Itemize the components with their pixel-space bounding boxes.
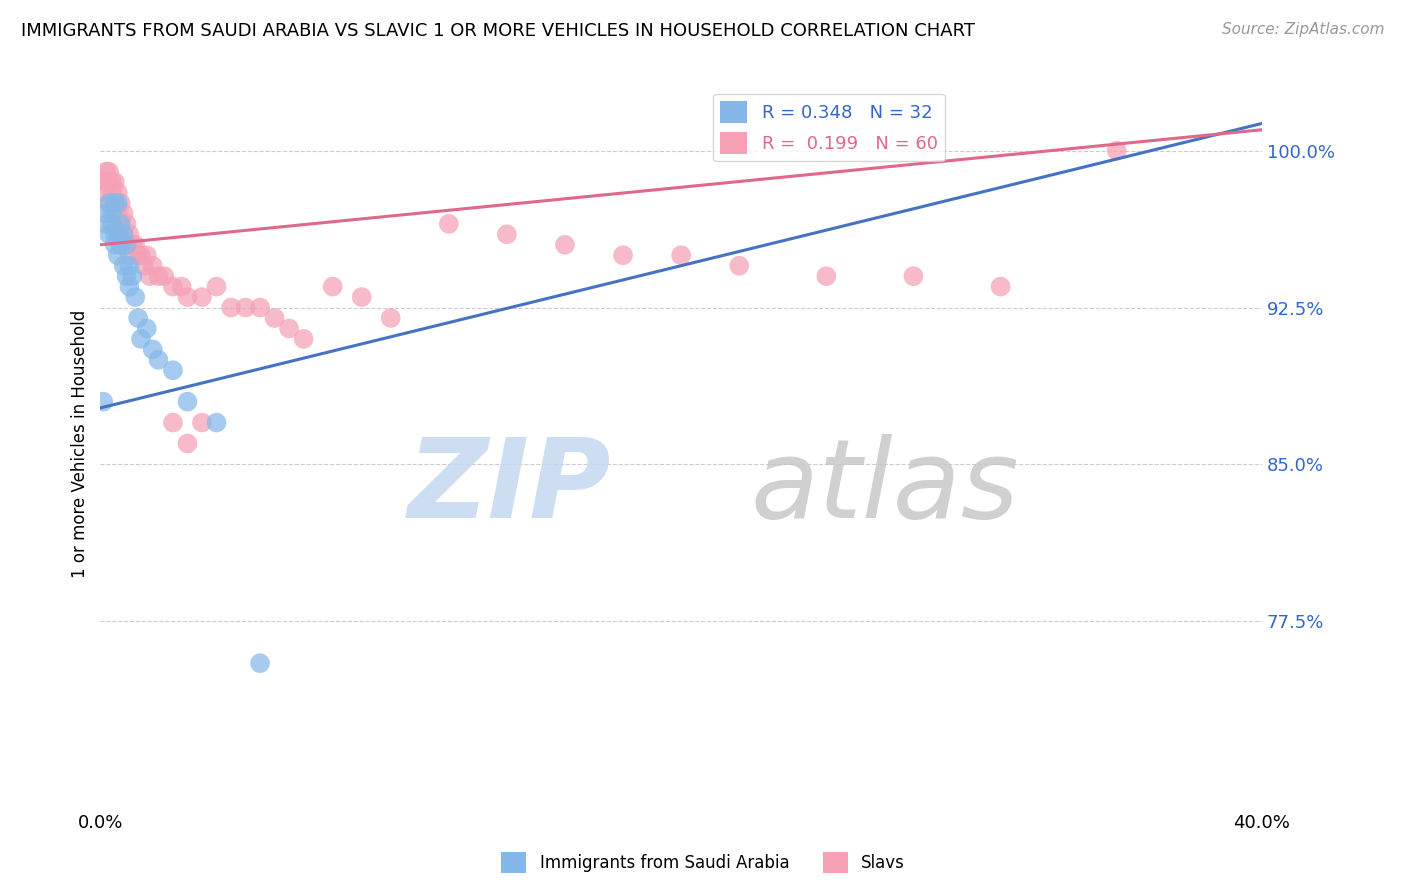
Point bbox=[135, 321, 157, 335]
Point bbox=[98, 196, 121, 211]
Point bbox=[91, 186, 114, 200]
Point bbox=[124, 237, 146, 252]
Point bbox=[129, 332, 152, 346]
Point bbox=[107, 196, 129, 211]
Point bbox=[107, 227, 129, 242]
Point bbox=[101, 206, 124, 220]
Point bbox=[112, 227, 135, 242]
Point bbox=[110, 217, 132, 231]
Point bbox=[132, 259, 155, 273]
Point bbox=[176, 290, 198, 304]
Text: Source: ZipAtlas.com: Source: ZipAtlas.com bbox=[1222, 22, 1385, 37]
Point bbox=[127, 310, 149, 325]
Point bbox=[142, 259, 165, 273]
Point bbox=[115, 217, 138, 231]
Point bbox=[104, 196, 127, 211]
Point bbox=[990, 279, 1012, 293]
Point bbox=[110, 196, 132, 211]
Point bbox=[162, 363, 184, 377]
Point bbox=[612, 248, 634, 262]
Point bbox=[148, 269, 170, 284]
Point bbox=[176, 436, 198, 450]
Point bbox=[554, 237, 576, 252]
Point bbox=[107, 206, 129, 220]
Point bbox=[322, 279, 344, 293]
Point bbox=[148, 352, 170, 367]
Point bbox=[135, 248, 157, 262]
Point bbox=[191, 416, 214, 430]
Point bbox=[110, 237, 132, 252]
Point bbox=[142, 343, 165, 357]
Point bbox=[110, 237, 132, 252]
Point bbox=[96, 175, 118, 189]
Text: ZIP: ZIP bbox=[408, 434, 612, 541]
Point bbox=[124, 290, 146, 304]
Point bbox=[219, 301, 242, 315]
Point bbox=[669, 248, 692, 262]
Point bbox=[205, 279, 228, 293]
Point bbox=[249, 301, 271, 315]
Point bbox=[118, 259, 141, 273]
Legend: Immigrants from Saudi Arabia, Slavs: Immigrants from Saudi Arabia, Slavs bbox=[495, 846, 911, 880]
Point bbox=[815, 269, 838, 284]
Point bbox=[162, 416, 184, 430]
Point bbox=[101, 186, 124, 200]
Point bbox=[121, 269, 143, 284]
Point bbox=[350, 290, 373, 304]
Point bbox=[191, 290, 214, 304]
Y-axis label: 1 or more Vehicles in Household: 1 or more Vehicles in Household bbox=[72, 310, 89, 578]
Point bbox=[118, 248, 141, 262]
Point bbox=[110, 217, 132, 231]
Point bbox=[96, 164, 118, 178]
Point bbox=[98, 196, 121, 211]
Point bbox=[107, 248, 129, 262]
Point bbox=[162, 279, 184, 293]
Point bbox=[437, 217, 460, 231]
Point bbox=[121, 237, 143, 252]
Point bbox=[96, 217, 118, 231]
Point bbox=[115, 237, 138, 252]
Point bbox=[380, 310, 402, 325]
Point bbox=[263, 310, 285, 325]
Point bbox=[496, 227, 519, 242]
Point bbox=[104, 237, 127, 252]
Point bbox=[107, 227, 129, 242]
Point bbox=[112, 206, 135, 220]
Point bbox=[903, 269, 925, 284]
Point bbox=[115, 269, 138, 284]
Point bbox=[129, 248, 152, 262]
Point bbox=[104, 227, 127, 242]
Point bbox=[104, 196, 127, 211]
Point bbox=[96, 206, 118, 220]
Point bbox=[278, 321, 301, 335]
Point bbox=[138, 269, 160, 284]
Point bbox=[249, 656, 271, 670]
Point bbox=[112, 259, 135, 273]
Point bbox=[153, 269, 176, 284]
Point bbox=[107, 186, 129, 200]
Point bbox=[235, 301, 257, 315]
Point bbox=[104, 175, 127, 189]
Point bbox=[98, 164, 121, 178]
Point bbox=[292, 332, 315, 346]
Point bbox=[104, 206, 127, 220]
Legend: R = 0.348   N = 32, R =  0.199   N = 60: R = 0.348 N = 32, R = 0.199 N = 60 bbox=[713, 94, 945, 161]
Point bbox=[118, 227, 141, 242]
Point bbox=[118, 279, 141, 293]
Point bbox=[112, 227, 135, 242]
Point bbox=[170, 279, 193, 293]
Point bbox=[101, 175, 124, 189]
Point bbox=[115, 237, 138, 252]
Point bbox=[205, 416, 228, 430]
Point bbox=[176, 394, 198, 409]
Point bbox=[127, 248, 149, 262]
Text: IMMIGRANTS FROM SAUDI ARABIA VS SLAVIC 1 OR MORE VEHICLES IN HOUSEHOLD CORRELATI: IMMIGRANTS FROM SAUDI ARABIA VS SLAVIC 1… bbox=[21, 22, 976, 40]
Point bbox=[98, 175, 121, 189]
Point bbox=[101, 217, 124, 231]
Text: atlas: atlas bbox=[751, 434, 1019, 541]
Point bbox=[1105, 144, 1128, 158]
Point bbox=[728, 259, 751, 273]
Point bbox=[98, 227, 121, 242]
Point bbox=[91, 394, 114, 409]
